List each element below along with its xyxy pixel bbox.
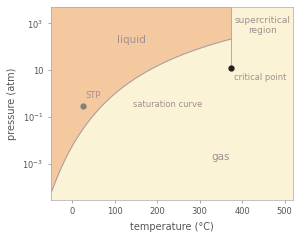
Text: critical point: critical point: [235, 73, 287, 82]
Text: supercritical
region: supercritical region: [234, 16, 290, 35]
Text: saturation curve: saturation curve: [133, 100, 202, 109]
Text: gas: gas: [212, 152, 230, 162]
Text: liquid: liquid: [117, 35, 146, 45]
Polygon shape: [231, 7, 293, 68]
X-axis label: temperature (°C): temperature (°C): [130, 222, 214, 232]
Y-axis label: pressure (atm): pressure (atm): [7, 67, 17, 140]
Text: STP: STP: [86, 91, 101, 100]
Polygon shape: [51, 7, 231, 200]
